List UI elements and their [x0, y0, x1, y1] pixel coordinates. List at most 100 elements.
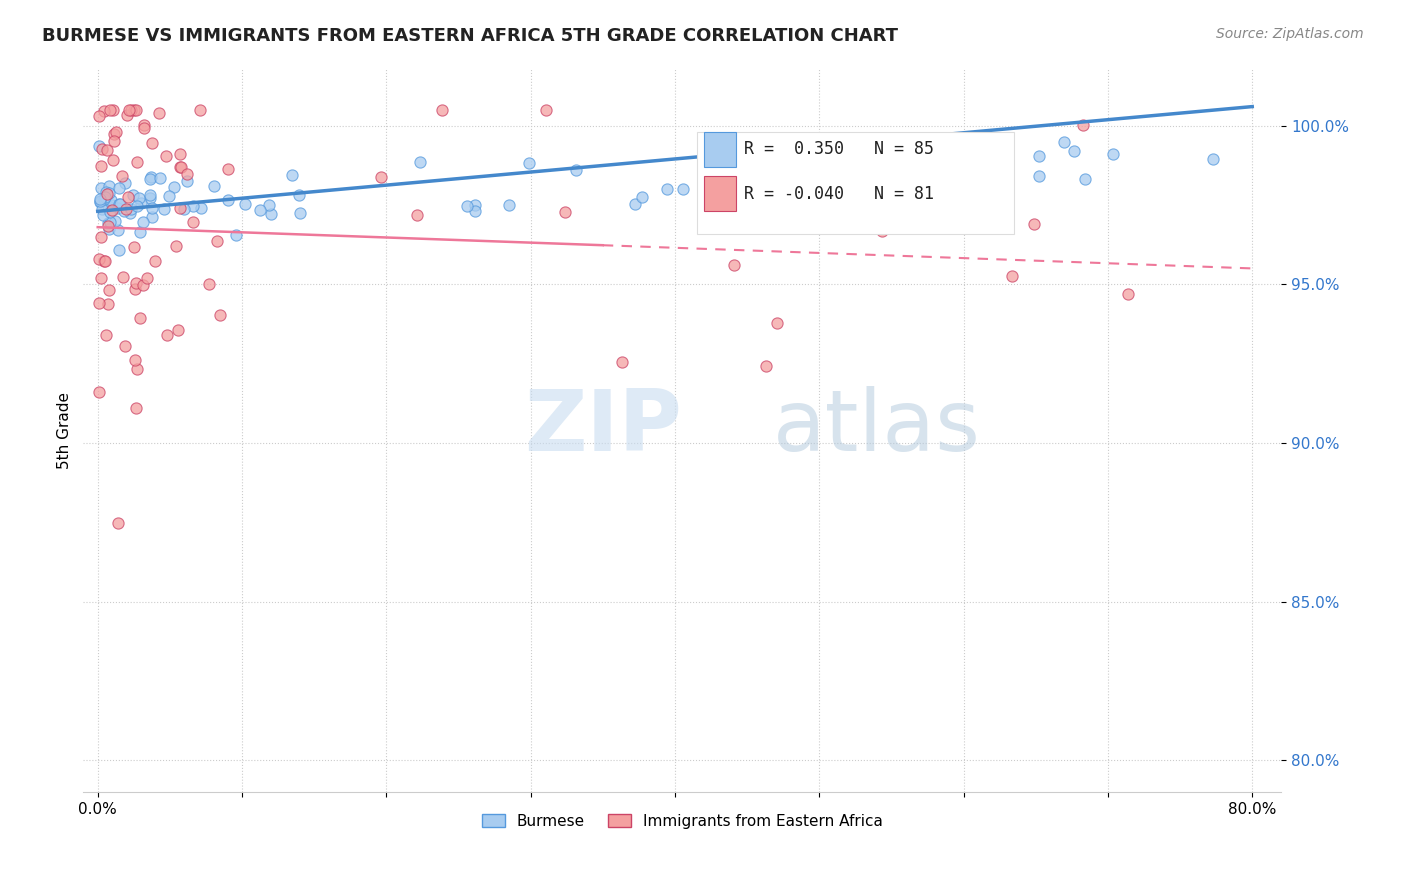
Point: [565, 163, 588, 178]
Point: [534, 103, 557, 117]
Point: [464, 204, 486, 219]
Point: [94, 327, 117, 342]
Text: atlas: atlas: [773, 385, 981, 468]
Point: [122, 103, 145, 117]
Point: [430, 103, 453, 117]
Point: [96, 143, 118, 157]
Text: R = -0.040   N = 81: R = -0.040 N = 81: [744, 185, 934, 202]
Point: [107, 244, 129, 258]
Point: [169, 147, 191, 161]
Point: [1024, 217, 1046, 231]
Point: [89, 252, 111, 267]
Point: [103, 127, 125, 141]
Point: [89, 194, 111, 208]
Point: [1028, 169, 1050, 184]
Point: [370, 169, 392, 184]
Point: [1202, 153, 1225, 167]
Point: [129, 226, 152, 240]
Point: [114, 176, 136, 190]
Point: [89, 295, 111, 310]
Point: [89, 385, 111, 400]
Point: [90, 270, 112, 285]
Point: [115, 202, 138, 216]
Point: [692, 161, 714, 175]
Point: [98, 103, 121, 117]
Point: [136, 270, 159, 285]
Point: [128, 191, 150, 205]
Point: [170, 161, 193, 175]
Point: [141, 210, 163, 224]
Point: [131, 277, 153, 292]
Point: [122, 187, 145, 202]
Point: [90, 159, 112, 173]
Point: [148, 105, 170, 120]
Point: [138, 172, 160, 186]
Point: [408, 155, 430, 169]
Point: [107, 223, 129, 237]
Point: [153, 202, 176, 217]
Point: [188, 103, 211, 117]
Point: [94, 190, 117, 204]
Point: [96, 185, 118, 199]
Point: [908, 168, 931, 182]
Point: [104, 213, 127, 227]
Point: [104, 126, 127, 140]
Point: [167, 324, 190, 338]
Point: [93, 192, 115, 206]
Point: [259, 197, 281, 211]
Point: [631, 190, 654, 204]
Point: [141, 201, 163, 215]
Y-axis label: 5th Grade: 5th Grade: [58, 392, 72, 468]
Point: [249, 202, 271, 217]
Point: [1101, 147, 1123, 161]
Point: [803, 204, 825, 219]
Point: [115, 108, 138, 122]
Text: BURMESE VS IMMIGRANTS FROM EASTERN AFRICA 5TH GRADE CORRELATION CHART: BURMESE VS IMMIGRANTS FROM EASTERN AFRIC…: [42, 27, 898, 45]
Bar: [696, 132, 1014, 234]
Point: [124, 103, 146, 117]
Point: [101, 203, 124, 218]
Point: [98, 215, 121, 229]
Point: [90, 202, 112, 217]
Point: [96, 216, 118, 230]
Point: [103, 103, 125, 117]
Point: [1052, 136, 1074, 150]
Point: [156, 327, 179, 342]
Point: [169, 161, 191, 175]
Point: [93, 103, 115, 118]
Point: [143, 254, 166, 268]
Point: [100, 193, 122, 207]
Point: [132, 121, 155, 136]
Point: [723, 258, 745, 272]
Point: [125, 362, 148, 376]
Point: [554, 205, 576, 219]
Point: [96, 199, 118, 213]
Point: [672, 181, 695, 195]
Point: [94, 253, 117, 268]
Point: [181, 199, 204, 213]
Point: [124, 353, 146, 368]
Point: [98, 222, 121, 236]
Point: [103, 134, 125, 148]
Point: [406, 208, 429, 222]
Point: [260, 207, 283, 221]
Point: [107, 516, 129, 531]
Point: [1001, 269, 1024, 284]
Point: [111, 169, 134, 184]
Point: [225, 227, 247, 242]
Point: [90, 230, 112, 244]
Point: [610, 355, 633, 369]
Point: [149, 171, 172, 186]
Point: [173, 202, 195, 216]
Text: ZIP: ZIP: [524, 385, 682, 468]
Point: [129, 311, 152, 326]
Point: [163, 180, 186, 194]
Point: [90, 142, 112, 156]
Point: [207, 234, 229, 248]
Point: [97, 283, 120, 297]
Point: [139, 187, 162, 202]
Point: [842, 144, 865, 158]
Point: [766, 316, 789, 330]
Point: [129, 195, 152, 210]
Point: [98, 179, 121, 194]
